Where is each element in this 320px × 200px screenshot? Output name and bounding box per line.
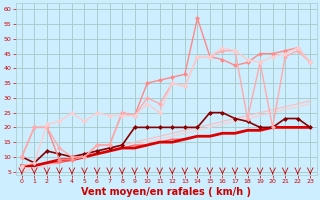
X-axis label: Vent moyen/en rafales ( km/h ): Vent moyen/en rafales ( km/h ): [81, 187, 251, 197]
